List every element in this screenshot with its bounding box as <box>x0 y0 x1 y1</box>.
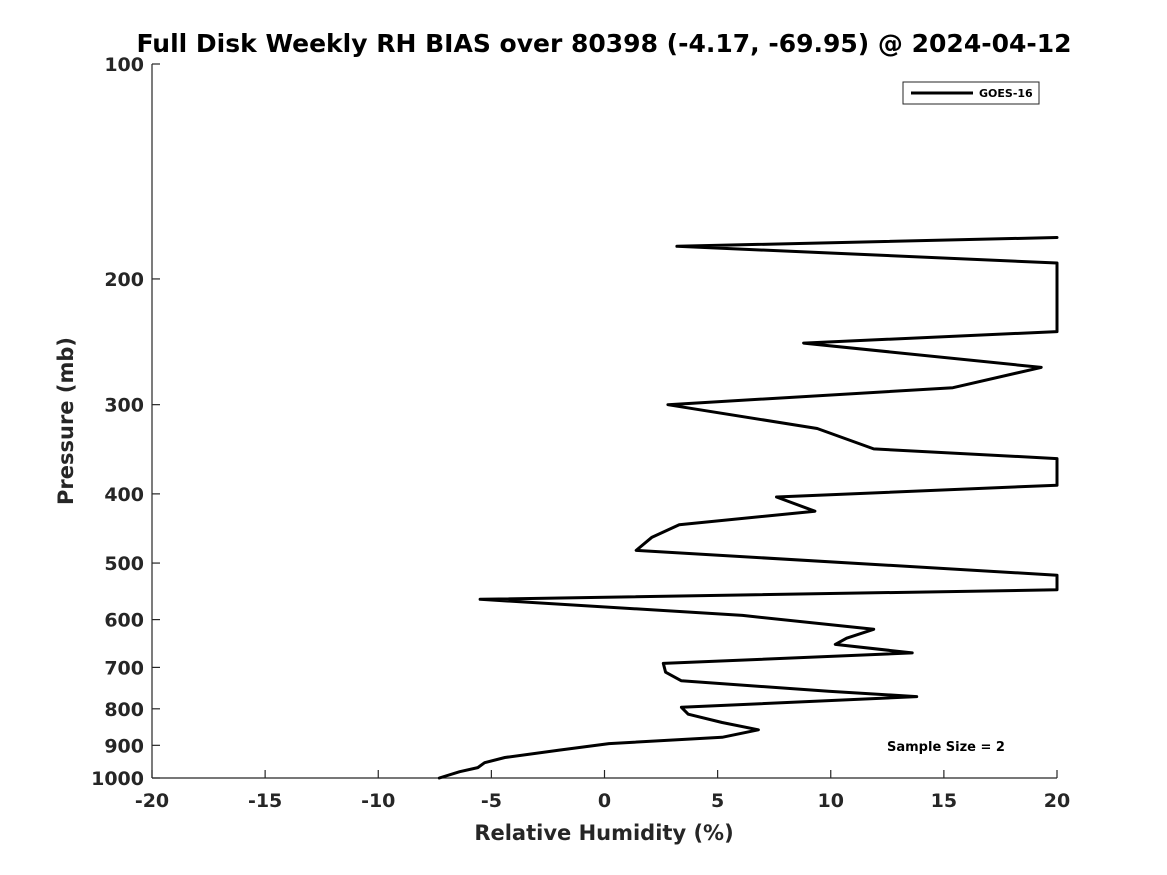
y-tick-label: 300 <box>104 395 144 417</box>
x-tick-label: -15 <box>248 790 282 812</box>
series-group <box>437 236 1059 780</box>
y-axis-label: Pressure (mb) <box>54 337 78 505</box>
y-tick-label: 1000 <box>91 768 144 790</box>
y-tick-label: 500 <box>104 553 144 575</box>
x-tick-label: 0 <box>598 790 611 812</box>
x-tick-label: 10 <box>818 790 844 812</box>
x-tick-label: 5 <box>711 790 724 812</box>
x-tick-label: -10 <box>361 790 395 812</box>
y-tick-label: 600 <box>104 610 144 632</box>
series-line-goes-16 <box>437 236 1059 780</box>
x-tick-label: -5 <box>481 790 502 812</box>
sample-size-annotation: Sample Size = 2 <box>887 740 1005 755</box>
y-tick-label: 800 <box>104 699 144 721</box>
x-ticks: -20 -15 -10 -5 0 5 10 15 20 <box>135 770 1070 812</box>
x-tick-label: 15 <box>931 790 957 812</box>
y-tick-label: 400 <box>104 484 144 506</box>
legend-entry-goes-16: GOES-16 <box>979 87 1033 100</box>
chart-title: Full Disk Weekly RH BIAS over 80398 (-4.… <box>136 29 1071 58</box>
y-tick-label: 100 <box>104 54 144 76</box>
x-tick-label: -20 <box>135 790 169 812</box>
y-tick-label: 900 <box>104 735 144 757</box>
y-tick-label: 700 <box>104 657 144 679</box>
x-tick-label: 20 <box>1044 790 1070 812</box>
y-ticks: 100 200 300 400 500 600 700 800 900 1000 <box>91 54 160 790</box>
y-tick-label: 200 <box>104 269 144 291</box>
x-axis-label: Relative Humidity (%) <box>474 821 733 845</box>
legend: GOES-16 <box>902 81 1040 105</box>
